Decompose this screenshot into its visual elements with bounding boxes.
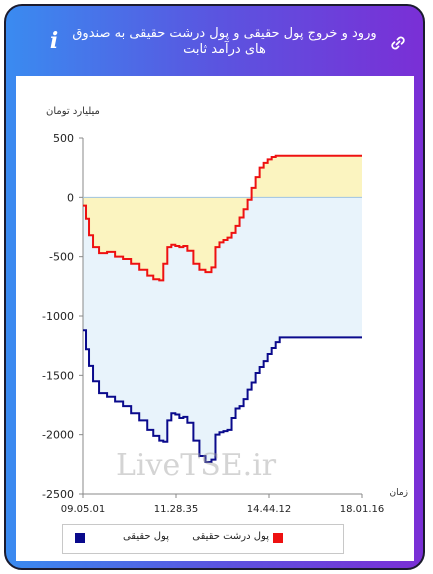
legend-label-real: پول حقیقی [122,531,169,542]
y-tick-label-5: -2000 [42,429,74,442]
y-tick-label-4: -1500 [42,369,74,382]
legend: پول درشت حقیقی پول حقیقی [62,524,344,554]
y-tick-label-3: -1000 [42,310,74,323]
area-large-real-money [83,155,362,281]
series-line-real-money [83,329,362,463]
y-tick-label-2: -500 [49,251,74,264]
legend-swatch-real [75,533,85,543]
link-icon[interactable] [389,34,407,52]
y-axis-title: میلیارد تومان [46,106,100,117]
info-icon[interactable]: i [49,28,59,54]
x-tick-label-0: 09.05.01 [61,504,106,515]
y-tick-label-6: -2500 [42,488,74,501]
x-tick-label-3: 18.01.16 [340,504,385,515]
chart-plot: 500 0 -500 -1000 -1500 -2000 -2500 09.05.01 11.2… [42,132,385,515]
x-tick-label-1: 11.28.35 [154,504,199,515]
chart-panel: میلیارد تومان 500 0 -500 -1000 -1500 -2000 -25… [16,76,414,561]
chart-card: i ورود و خروج پول حقیقی و پول درشت حقیقی… [4,4,425,570]
legend-label-large-real: پول درشت حقیقی [192,531,269,542]
series-line-large-real-money [83,154,362,282]
card-header: i ورود و خروج پول حقیقی و پول درشت حقیقی… [6,6,423,76]
legend-swatch-large-real [273,533,283,543]
x-tick-label-2: 14.44.12 [247,504,292,515]
x-axis-title: زمان [389,488,408,498]
chart-title: ورود و خروج پول حقیقی و پول درشت حقیقی ب… [72,26,377,57]
y-tick-label-1: 0 [67,191,74,204]
y-tick-label-0: 500 [53,132,74,145]
